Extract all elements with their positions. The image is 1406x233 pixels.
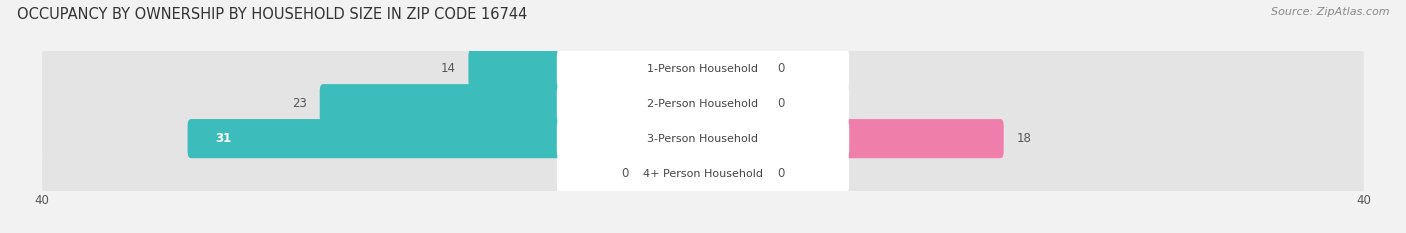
FancyBboxPatch shape [557,116,849,161]
Text: 23: 23 [291,97,307,110]
FancyBboxPatch shape [557,46,849,92]
FancyBboxPatch shape [42,76,1364,131]
Text: 3-Person Household: 3-Person Household [648,134,758,144]
FancyBboxPatch shape [468,49,706,88]
Text: 18: 18 [1017,132,1032,145]
Text: Source: ZipAtlas.com: Source: ZipAtlas.com [1271,7,1389,17]
Text: 1-Person Household: 1-Person Household [648,64,758,74]
FancyBboxPatch shape [557,151,849,196]
FancyBboxPatch shape [700,86,763,122]
Text: 0: 0 [778,62,785,75]
FancyBboxPatch shape [42,111,1364,166]
Text: 14: 14 [440,62,456,75]
Text: 0: 0 [621,167,628,180]
Text: 4+ Person Household: 4+ Person Household [643,169,763,178]
Text: 0: 0 [778,167,785,180]
Text: 0: 0 [778,97,785,110]
FancyBboxPatch shape [643,156,706,192]
FancyBboxPatch shape [42,41,1364,96]
FancyBboxPatch shape [187,119,706,158]
FancyBboxPatch shape [700,119,1004,158]
FancyBboxPatch shape [319,84,706,123]
Text: OCCUPANCY BY OWNERSHIP BY HOUSEHOLD SIZE IN ZIP CODE 16744: OCCUPANCY BY OWNERSHIP BY HOUSEHOLD SIZE… [17,7,527,22]
Text: 2-Person Household: 2-Person Household [647,99,759,109]
FancyBboxPatch shape [557,81,849,127]
FancyBboxPatch shape [42,146,1364,201]
FancyBboxPatch shape [700,51,763,87]
FancyBboxPatch shape [700,156,763,192]
Text: 31: 31 [215,132,232,145]
